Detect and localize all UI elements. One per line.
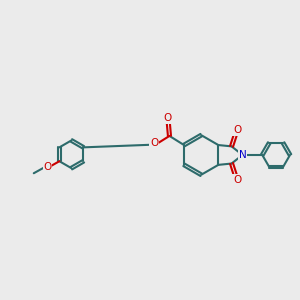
Text: O: O (43, 162, 52, 172)
Text: O: O (164, 113, 172, 124)
Text: O: O (150, 138, 158, 148)
Text: N: N (238, 150, 246, 160)
Text: O: O (233, 125, 242, 135)
Text: O: O (233, 175, 242, 185)
